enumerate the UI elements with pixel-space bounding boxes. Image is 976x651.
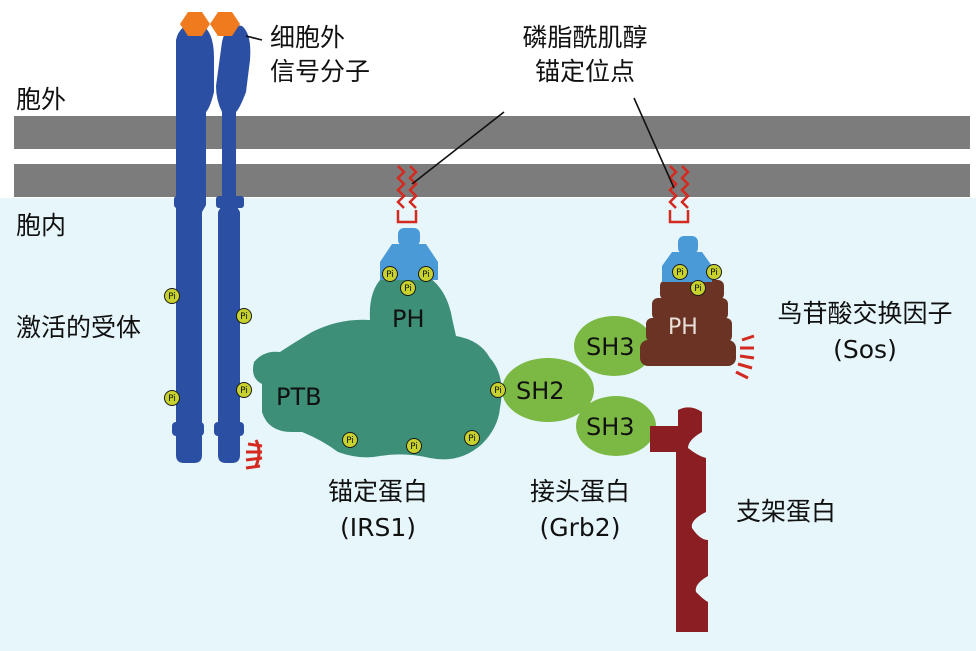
lipid-anchors bbox=[396, 165, 690, 224]
activated-receptor-label: 激活的受体 bbox=[16, 313, 142, 342]
irs1-label-2: (IRS1) bbox=[339, 513, 417, 542]
sos-label-1: 鸟苷酸交换因子 bbox=[777, 299, 953, 328]
pi-site-label-2: 锚定位点 bbox=[534, 57, 635, 86]
signal-molecule-label-1: 细胞外 bbox=[270, 23, 346, 52]
sos-ph-label: PH bbox=[668, 315, 698, 340]
phospho-site-icon: Pi bbox=[706, 264, 722, 280]
phospho-site-icon: Pi bbox=[382, 266, 398, 282]
ptb-domain-label: PTB bbox=[276, 383, 322, 411]
pi-site-label-1: 磷脂酰肌醇 bbox=[522, 23, 648, 52]
irs1-protein bbox=[253, 272, 502, 460]
signal-molecule-icon bbox=[180, 12, 210, 36]
activated-receptor bbox=[172, 23, 251, 464]
irs1-ph-label: PH bbox=[392, 305, 425, 333]
phospho-site-icon: Pi bbox=[406, 438, 422, 454]
phospho-site-icon: Pi bbox=[342, 432, 358, 448]
irs1-ph-cap bbox=[398, 228, 420, 246]
phospho-site-icon: Pi bbox=[490, 382, 506, 398]
phospho-site-icon: Pi bbox=[236, 308, 252, 324]
sh3-top-label: SH3 bbox=[586, 333, 635, 361]
pointer-lines bbox=[245, 35, 675, 189]
sos-ph-head bbox=[662, 252, 712, 282]
phospho-site-icon: Pi bbox=[464, 430, 480, 446]
phospho-site-icon: Pi bbox=[400, 280, 416, 296]
grb2-label-2: (Grb2) bbox=[539, 513, 621, 542]
phospho-site-icon: Pi bbox=[418, 266, 434, 282]
grb2-protein bbox=[502, 316, 656, 456]
interaction-marks bbox=[245, 334, 755, 470]
sh2-domain-label: SH2 bbox=[516, 377, 565, 405]
scaffold-protein bbox=[650, 407, 708, 632]
phospho-site-icon: Pi bbox=[672, 264, 688, 280]
inside-label: 胞内 bbox=[16, 211, 67, 240]
grb2-label-1: 接头蛋白 bbox=[529, 477, 630, 506]
scaffold-label: 支架蛋白 bbox=[736, 497, 837, 526]
phospho-site-icon: Pi bbox=[236, 382, 252, 398]
signal-molecule-icon bbox=[210, 12, 240, 36]
phospho-site-icon: Pi bbox=[164, 390, 180, 406]
sos-ph-cap bbox=[678, 236, 698, 254]
phospho-site-icon: Pi bbox=[690, 280, 706, 296]
irs1-label-1: 锚定蛋白 bbox=[327, 477, 428, 506]
membrane-inner-leaflet bbox=[14, 164, 970, 197]
sh3-bottom-label: SH3 bbox=[586, 413, 635, 441]
sos-protein bbox=[640, 280, 736, 366]
sos-label-2: (Sos) bbox=[833, 335, 897, 364]
signal-molecule-label-2: 信号分子 bbox=[270, 57, 371, 86]
phospho-site-icon: Pi bbox=[164, 288, 180, 304]
outside-label: 胞外 bbox=[16, 85, 67, 114]
